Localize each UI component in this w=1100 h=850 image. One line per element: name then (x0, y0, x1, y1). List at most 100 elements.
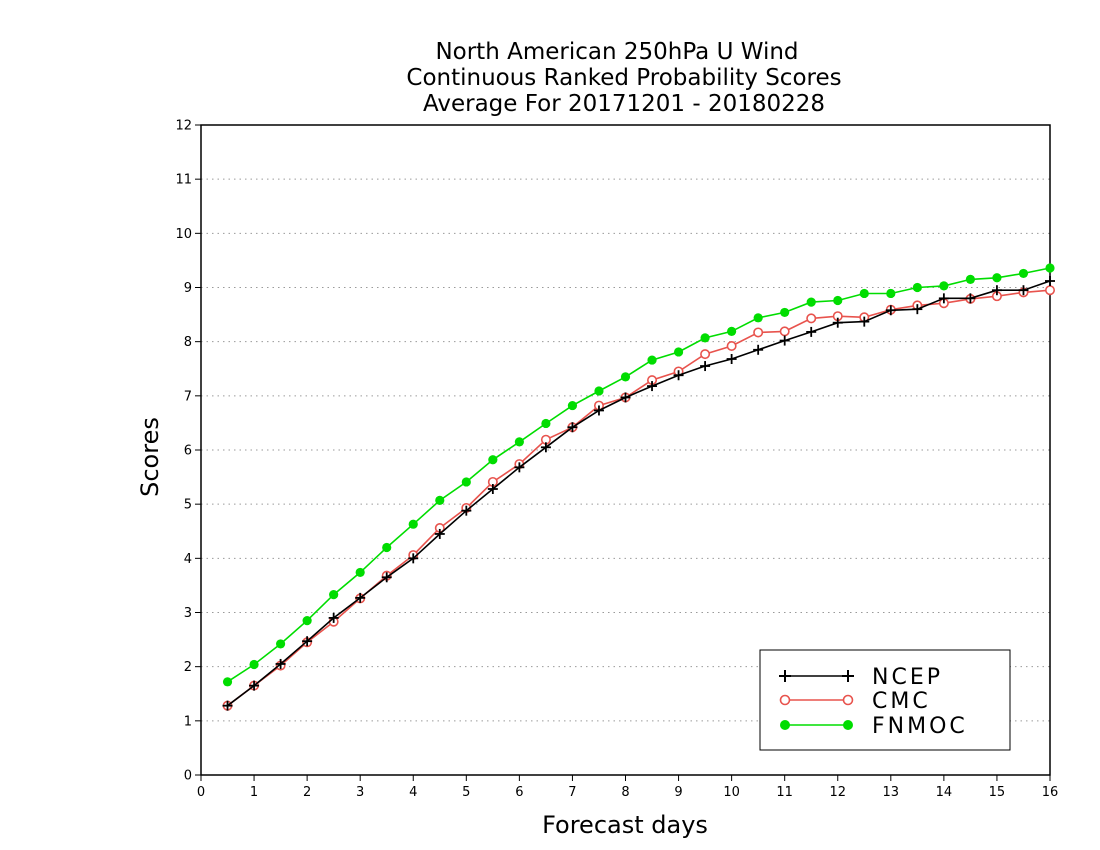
legend-item-cmc: CMC (779, 689, 931, 714)
data-point-fnmoc (594, 386, 604, 396)
data-point-ncep (647, 381, 658, 392)
x-tick-label: 3 (356, 785, 364, 800)
data-point-fnmoc (965, 274, 976, 284)
legend-marker-fnmoc-left (780, 720, 790, 730)
data-point-fnmoc (514, 437, 524, 447)
x-tick-label: 11 (776, 785, 793, 800)
chart-title-line-1: North American 250hPa U Wind (435, 39, 798, 65)
data-point-ncep (461, 505, 472, 516)
data-point-ncep (408, 553, 419, 564)
x-axis-label: Forecast days (542, 811, 708, 839)
legend-item-fnmoc: FNMOC (780, 714, 968, 739)
data-point-ncep (726, 354, 737, 364)
x-tick-label: 15 (989, 785, 1006, 800)
y-tick-label: 3 (184, 606, 192, 621)
data-point-fnmoc (939, 281, 949, 291)
chart-title-line-2: Continuous Ranked Probability Scores (406, 65, 841, 91)
x-tick-label: 5 (462, 785, 470, 800)
y-tick-label: 12 (175, 119, 192, 134)
x-tick-label: 10 (723, 785, 740, 800)
data-point-ncep (355, 592, 366, 603)
data-point-ncep (673, 370, 684, 381)
x-tick-label: 2 (303, 785, 311, 800)
legend: NCEP CMC FNMOC (759, 649, 1011, 751)
y-tick-label: 11 (175, 173, 192, 188)
data-point-fnmoc (222, 677, 233, 687)
data-point-ncep (620, 392, 631, 403)
data-point-cmc (726, 340, 737, 351)
data-point-ncep (832, 317, 843, 328)
data-point-cmc (779, 326, 790, 337)
data-point-fnmoc (700, 333, 710, 343)
data-point-fnmoc (806, 297, 816, 307)
data-point-ncep (434, 528, 445, 539)
data-point-fnmoc (461, 477, 471, 487)
data-point-ncep (912, 304, 923, 315)
x-tick-label: 13 (883, 785, 900, 800)
data-point-fnmoc (833, 295, 843, 306)
data-point-fnmoc (355, 567, 365, 578)
y-tick-label: 0 (184, 769, 192, 784)
data-point-ncep (487, 484, 498, 494)
data-point-ncep (275, 658, 286, 669)
data-point-cmc (806, 313, 817, 324)
legend-label-cmc: CMC (872, 689, 931, 714)
x-tick-label: 7 (568, 785, 576, 800)
series-line-fnmoc (227, 267, 1051, 683)
data-point-ncep (938, 293, 949, 304)
legend-marker-ncep-left (779, 670, 791, 682)
data-point-fnmoc (647, 355, 657, 365)
legend-marker-cmc-left (779, 694, 791, 706)
x-tick-label: 14 (936, 785, 953, 800)
data-point-fnmoc (1018, 268, 1029, 279)
data-point-ncep (222, 700, 233, 711)
legend-marker-ncep-right (842, 670, 854, 682)
y-axis-label: Scores (136, 417, 164, 497)
legend-label-ncep: NCEP (872, 665, 943, 690)
legend-marker-cmc-right (842, 694, 854, 706)
y-tick-label: 1 (184, 714, 192, 729)
data-point-ncep (249, 680, 260, 691)
data-point-ncep (885, 305, 896, 316)
data-point-fnmoc (620, 372, 631, 382)
data-point-fnmoc (302, 616, 312, 626)
series-line-ncep (227, 280, 1051, 707)
data-point-fnmoc (541, 418, 551, 429)
data-point-fnmoc (488, 455, 498, 465)
data-point-ncep (302, 636, 313, 647)
x-tick-label: 0 (197, 785, 205, 800)
data-point-cmc (700, 349, 711, 360)
y-tick-label: 6 (184, 444, 192, 459)
data-point-fnmoc (329, 590, 339, 600)
data-point-fnmoc (753, 313, 763, 323)
data-point-ncep (859, 316, 870, 327)
y-tick-label: 10 (175, 227, 192, 242)
data-point-ncep (991, 285, 1002, 296)
data-point-ncep (514, 462, 525, 473)
y-tick-label: 9 (184, 281, 192, 296)
x-tick-label: 12 (829, 785, 846, 800)
y-tick-label: 8 (184, 335, 192, 350)
x-tick-label: 6 (515, 785, 523, 800)
x-tick-label: 8 (621, 785, 629, 800)
data-point-fnmoc (408, 519, 418, 529)
data-point-cmc (1045, 285, 1056, 296)
legend-label-fnmoc: FNMOC (872, 714, 968, 739)
data-point-ncep (381, 572, 392, 583)
x-tick-label: 1 (250, 785, 258, 800)
data-point-fnmoc (859, 288, 869, 299)
data-point-fnmoc (727, 326, 737, 336)
legend-item-ncep: NCEP (779, 665, 943, 690)
data-point-fnmoc (673, 347, 684, 357)
data-point-ncep (567, 422, 578, 433)
y-tick-label: 7 (184, 389, 192, 404)
data-point-fnmoc (435, 495, 445, 505)
data-point-ncep (1045, 276, 1055, 286)
data-point-fnmoc (1045, 263, 1055, 273)
data-point-ncep (328, 612, 339, 623)
y-tick-label: 5 (184, 498, 192, 513)
y-tick-label: 2 (184, 660, 192, 675)
data-point-ncep (700, 361, 711, 372)
